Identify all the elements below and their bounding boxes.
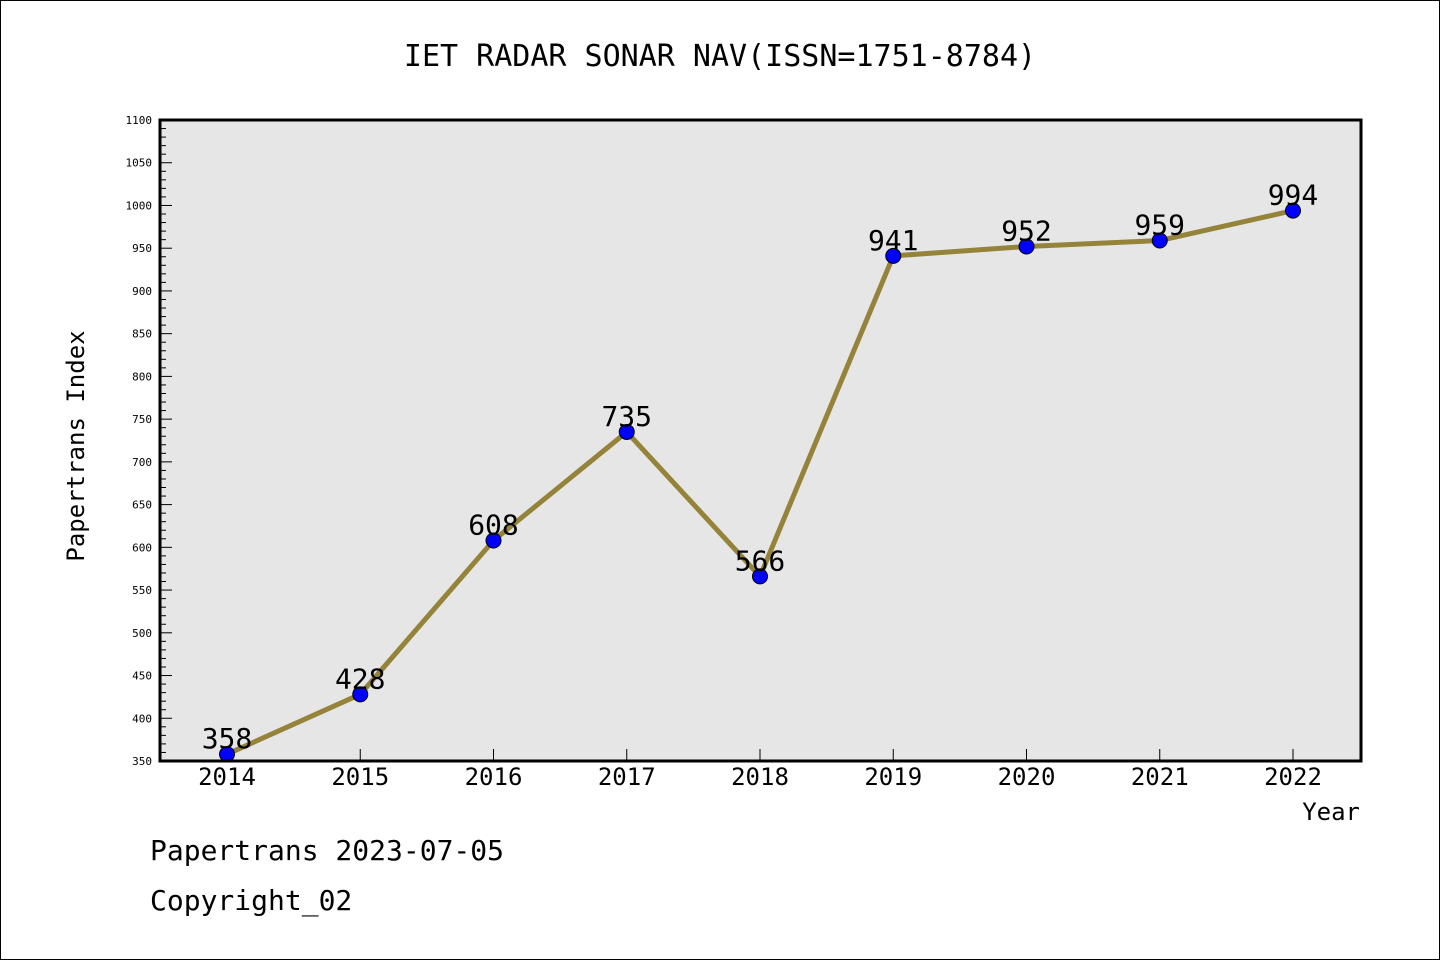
y-axis-label: Papertrans Index — [62, 330, 90, 561]
y-tick-label: 450 — [132, 670, 152, 683]
y-tick-label: 1000 — [126, 199, 153, 212]
y-tick-label: 350 — [132, 755, 152, 768]
x-tick-label: 2015 — [331, 763, 389, 791]
series-layer: 358 428 608 735 566 941 952 959 994 — [202, 179, 1319, 763]
data-label: 358 — [202, 722, 253, 755]
data-point — [752, 568, 768, 585]
x-tick-label: 2019 — [864, 763, 922, 791]
data-label: 428 — [335, 662, 386, 695]
y-tick-label: 750 — [132, 413, 152, 426]
y-tick-label: 500 — [132, 627, 152, 640]
x-tick-label: 2022 — [1264, 763, 1322, 791]
x-tick-label: 2020 — [998, 763, 1056, 791]
data-label: 994 — [1268, 179, 1319, 212]
chart-title: IET RADAR SONAR NAV(ISSN=1751-8784) — [404, 39, 1036, 74]
x-tick-label: 2021 — [1131, 763, 1189, 791]
data-label: 608 — [468, 508, 519, 541]
data-label: 941 — [868, 224, 919, 257]
data-point — [485, 532, 502, 549]
y-tick-label: 1100 — [126, 114, 153, 127]
data-label: 952 — [1001, 214, 1052, 247]
y-tick-label: 850 — [132, 328, 152, 341]
y-tick-label: 800 — [132, 370, 152, 383]
footer-date: Papertrans 2023-07-05 — [150, 834, 505, 867]
y-tick-label: 600 — [132, 541, 152, 554]
data-point — [1285, 202, 1301, 219]
y-tick-label: 1050 — [126, 157, 153, 170]
data-label: 959 — [1134, 209, 1185, 242]
x-tick-label: 2018 — [731, 763, 789, 791]
data-point — [1151, 232, 1168, 249]
footer-copyright: Copyright_02 — [150, 884, 353, 917]
x-tick-label: 2016 — [465, 763, 523, 791]
data-point — [1018, 238, 1035, 255]
y-tick-label: 700 — [132, 456, 152, 469]
x-axis: 2014 2015 2016 2017 2018 2019 2020 2021 2022 — [198, 749, 1322, 791]
y-tick-label: 400 — [132, 712, 152, 725]
x-tick-label: 2017 — [598, 763, 656, 791]
y-tick-label: 550 — [132, 584, 152, 597]
plot-area — [160, 120, 1361, 761]
y-tick-label: 900 — [132, 285, 152, 298]
x-axis-label: Year — [1302, 798, 1360, 826]
y-axis: 350 400 450 500 550 600 650 700 750 800 850 900 950 1… — [126, 114, 172, 768]
data-point — [885, 247, 902, 264]
plot-border — [158, 118, 1363, 763]
y-tick-label: 650 — [132, 499, 152, 512]
data-point — [618, 423, 635, 440]
data-point — [352, 686, 369, 703]
y-tick-label: 950 — [132, 242, 152, 255]
x-tick-label: 2014 — [198, 763, 256, 791]
data-label: 566 — [735, 544, 786, 577]
data-label: 735 — [601, 400, 652, 433]
